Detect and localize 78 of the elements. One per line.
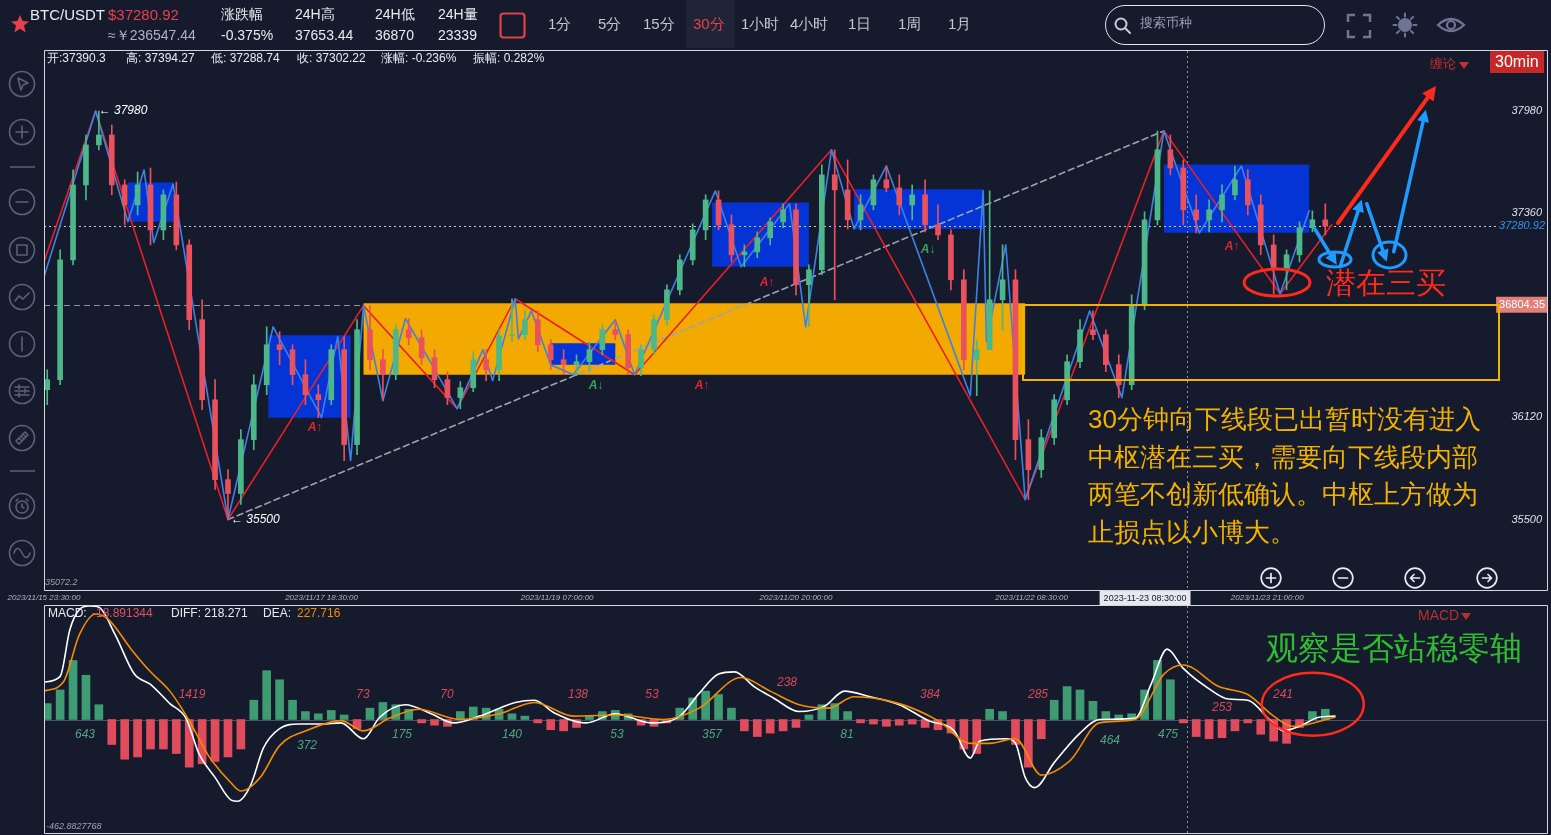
annotation: 53 [645, 687, 659, 702]
annotation: DEA: [263, 606, 292, 621]
annotation: A↓ [588, 378, 604, 393]
ref-line-label: 2023-11-23 08:30:00 [1103, 593, 1187, 604]
annotation: 1419 [178, 687, 206, 702]
annotation: 285 [1027, 687, 1049, 702]
annotation: 464 [1099, 733, 1121, 748]
annotation: 241 [1272, 687, 1294, 702]
annotation: 81 [840, 727, 854, 742]
annotation: 收: 37302.22 [297, 51, 366, 66]
annotation: A↑ [307, 420, 323, 435]
text: 1分 [548, 15, 572, 33]
text: ≈￥236547.44 [108, 27, 196, 44]
annotation: 372 [296, 738, 318, 753]
text: 24H量 [438, 6, 478, 23]
text: 1月 [948, 15, 972, 33]
text: BTC/USDT [30, 6, 105, 24]
annotation: 53 [610, 727, 624, 742]
annotation: 高: 37394.27 [126, 51, 195, 66]
text: 4小时 [790, 15, 829, 33]
text: 搜索币种 [1140, 15, 1192, 31]
annotation: 175 [391, 727, 413, 742]
x-tick-label: 2023/11/17 18:30:00 [284, 593, 359, 603]
annotation: 涨幅: -0.236% [381, 51, 457, 66]
annotation: A↑ [694, 378, 710, 393]
text: 24H高 [295, 6, 335, 23]
annotation: A↑ [759, 275, 775, 290]
annotation: 低: 37288.74 [211, 51, 280, 66]
ref-line-label: 36804.35 [1499, 297, 1546, 310]
annotation: 475 [1157, 727, 1179, 742]
text: 24H低 [375, 6, 415, 23]
annotation: 238 [776, 675, 798, 690]
annotation: 73 [356, 687, 370, 702]
ref-line-label: 37280.92 [1499, 219, 1546, 232]
x-tick-label: 2023/11/15 23:30:00 [6, 593, 81, 603]
x-tick-label: 2023/11/20 20:00:00 [758, 593, 833, 603]
annotation: 384 [919, 687, 941, 702]
text: 36870 [375, 27, 414, 44]
annotation: 227.716 [297, 606, 341, 621]
annotation: A↓ [920, 242, 936, 257]
annotation: 30min [1490, 51, 1544, 74]
text: 1周 [898, 15, 922, 33]
annotation: 357 [701, 727, 723, 742]
text: 5分 [598, 15, 622, 33]
x-tick-label: 2023/11/23 21:00:00 [1229, 593, 1305, 603]
text: 1小时 [741, 15, 780, 33]
annotation: 253 [1211, 700, 1233, 715]
annotation: 振幅: 0.282% [473, 51, 545, 66]
text: 37653.44 [295, 27, 354, 44]
y-tick-label: 37360 [1511, 206, 1543, 219]
annotation: ← 35500 [230, 511, 280, 526]
annotation: MACD [1418, 607, 1460, 624]
annotation: DIFF: 218.271 [171, 606, 248, 621]
y-tick-label: 37980 [1511, 104, 1543, 117]
annotation: A↑ [1224, 239, 1240, 254]
annotation: ← 37980 [98, 103, 148, 118]
y-tick-label: 36120 [1511, 410, 1543, 423]
annotation: 观察是否站稳零轴 [1266, 630, 1522, 667]
annotation: 缠论 [1430, 56, 1456, 72]
annotation: 30分钟向下线段已出暂时没有进入中枢潜在三买，需要向下线段内部两笔不创新低确认。中枢上方做为止损点以小博大。 [1088, 403, 1482, 550]
annotation: 138 [567, 687, 589, 702]
annotation: 140 [501, 727, 523, 742]
annotation: 开:37390.3 [47, 51, 106, 66]
x-tick-label: 2023/11/22 08:30:00 [994, 593, 1069, 603]
text: 涨跌幅 [221, 6, 263, 23]
annotation: 643 [74, 727, 96, 742]
text: -462.8827768 [46, 821, 102, 832]
text: $37280.92 [108, 6, 179, 24]
annotation: 70 [440, 687, 454, 702]
text: 1日 [848, 15, 872, 33]
text: -0.375% [221, 27, 274, 44]
y-tick-label: 35500 [1511, 512, 1543, 525]
x-tick-label: 2023/11/19 07:00:00 [519, 593, 595, 603]
annotation: 潜在三买 [1326, 266, 1446, 301]
text: 30分 [693, 15, 725, 33]
text: 15分 [643, 15, 675, 33]
annotation: 35072.2 [45, 577, 78, 588]
text: 23339 [438, 27, 477, 44]
